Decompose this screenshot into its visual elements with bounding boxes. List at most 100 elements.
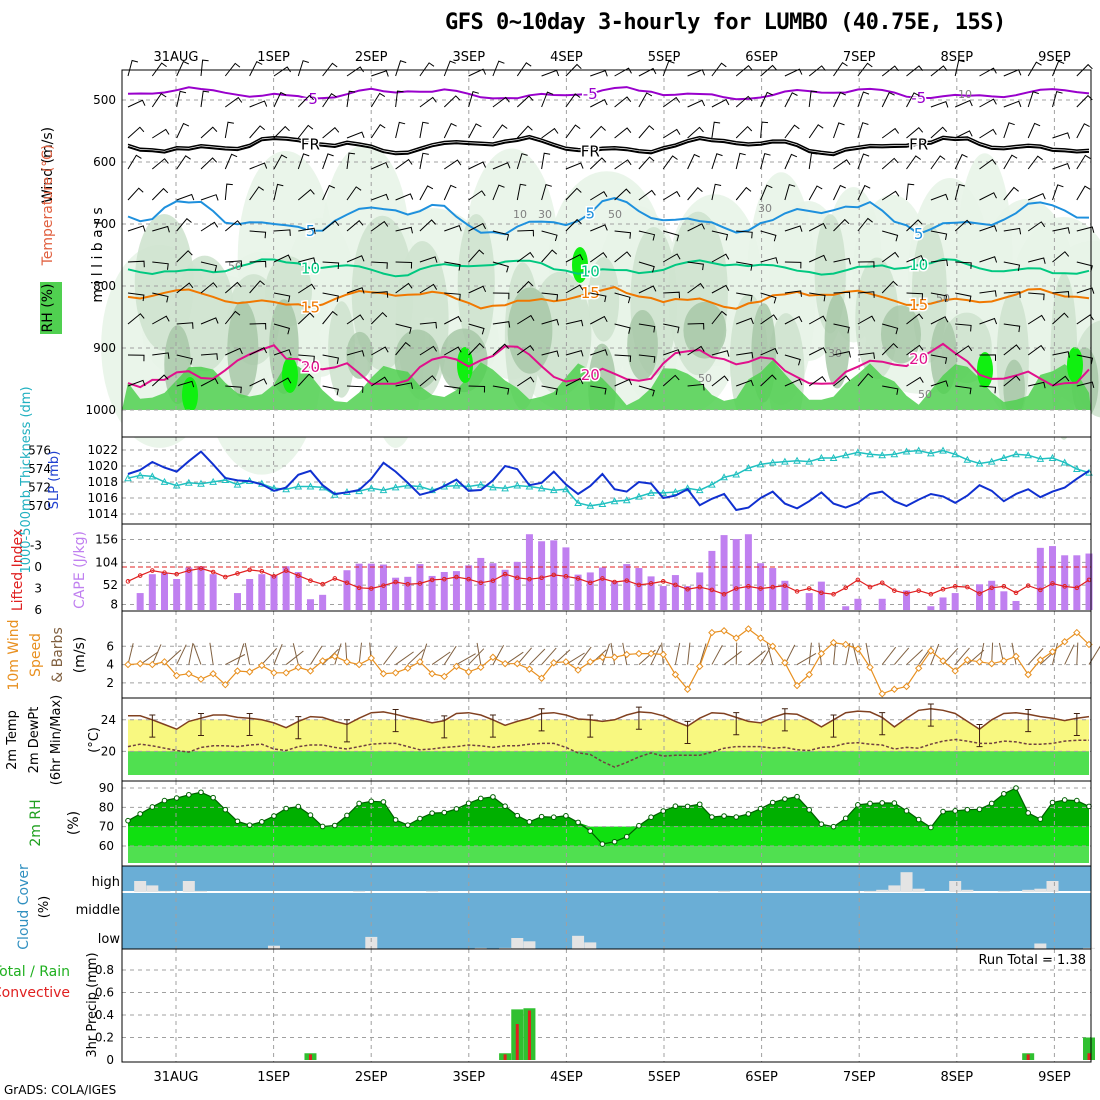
lifted-index-marker [490, 578, 496, 583]
rh-area [128, 788, 1089, 827]
wind-barb [955, 292, 972, 303]
wind-barb [979, 158, 997, 170]
bottom-date-label: 31AUG [153, 1070, 198, 1085]
rh-marker [307, 812, 314, 818]
wind-speed-marker [331, 652, 339, 661]
temp-minmax-bar [246, 712, 253, 737]
temp-minmax-bar [684, 720, 691, 744]
surface-wind-barb [273, 644, 283, 665]
wind-barb [881, 91, 895, 108]
cape-bar [574, 574, 582, 610]
slp-tick-label: 1016 [87, 491, 118, 505]
wind-barb [760, 184, 773, 201]
cape-bar [404, 576, 412, 610]
temp-minmax-bar [781, 708, 788, 732]
wind-barb [808, 315, 827, 325]
wind-barb [590, 99, 608, 108]
cape-bar [452, 571, 460, 610]
wind-barb [1028, 257, 1046, 264]
wind-barb [371, 376, 389, 387]
wind-barbs-axis-label: & Barbs [50, 627, 66, 683]
thickness-marker [1036, 454, 1045, 462]
lifted-index-marker [746, 584, 751, 589]
cloud-bar-low [1083, 947, 1095, 949]
wind-barb [176, 354, 193, 365]
thickness-marker [197, 479, 205, 487]
isotherm-label: 5 [914, 225, 924, 243]
wind-barb [784, 225, 803, 232]
wind-barb [1076, 185, 1091, 201]
wind-barb [857, 373, 874, 387]
wind-barb [298, 227, 316, 235]
lifted-index-marker [1013, 590, 1019, 596]
cape-bar [258, 574, 266, 610]
wind10m-panel-frame [121, 610, 1092, 699]
wind-barb [906, 155, 921, 170]
rh-marker [855, 802, 861, 808]
wind-barb [200, 90, 210, 108]
wind-barb [395, 158, 413, 170]
cape-bar [392, 577, 400, 610]
temp-minmax-bar [1073, 712, 1080, 737]
lifted-index-marker [454, 574, 459, 580]
wind-barb [784, 124, 800, 139]
wind-barb [273, 125, 290, 139]
cloud-bar-high [864, 890, 877, 892]
cape-axis-label: CAPE (J/kg) [72, 531, 88, 609]
wind-barb [444, 261, 461, 271]
wind-barb [297, 188, 315, 201]
pressure-axis-label: m i l l i b a r s [90, 207, 106, 302]
cape-bar [623, 564, 631, 610]
temp-minmax-bar [879, 712, 886, 736]
rh-marker [1025, 810, 1031, 816]
cloud-bar-high [158, 890, 171, 892]
rh-marker [636, 822, 642, 829]
wind-barb [444, 292, 461, 301]
wind-barb [662, 253, 681, 263]
wind-barb [273, 292, 291, 302]
rh-marker [684, 803, 691, 810]
rh-marker [648, 814, 654, 820]
thickness-marker [939, 446, 947, 454]
cape-bar [1036, 547, 1044, 610]
temp-axis-label: 2m Temp [5, 710, 20, 770]
lifted-index-marker [794, 589, 800, 594]
wind-speed-marker [842, 640, 850, 649]
wind-barb [979, 192, 997, 201]
wind-barb [979, 385, 997, 394]
cape-bar [720, 535, 728, 610]
wind-speed-marker [404, 664, 412, 672]
wind-barb [565, 378, 584, 387]
wind-barb [930, 380, 949, 387]
wind-speed-marker [744, 625, 753, 633]
rh-marker [514, 812, 521, 819]
rh-marker [940, 808, 946, 815]
surface-wind-barb [443, 645, 457, 665]
wind-barb [1052, 351, 1070, 358]
wind-barb [906, 292, 924, 300]
wind-barb [784, 354, 801, 366]
surface-wind-barb [833, 642, 837, 665]
wind-barb [1052, 132, 1071, 139]
cloud-bar-high [961, 889, 974, 892]
cloud-bar-high [949, 881, 962, 892]
wind-barb [127, 187, 144, 201]
cape-bar [525, 534, 533, 610]
cloud-bar-high [134, 881, 147, 892]
rh-marker [1074, 797, 1080, 804]
isotherm-label: -5 [303, 90, 318, 108]
wind-barb [590, 252, 608, 263]
wind-unit-label: (m/s) [72, 637, 88, 674]
wind-barb [833, 257, 851, 265]
rh-marker [733, 814, 740, 820]
wind-barb [1076, 287, 1095, 294]
wind-barb [784, 153, 798, 170]
wind-barb [1027, 221, 1046, 232]
wind-barb [760, 230, 777, 242]
wind-barb [371, 346, 389, 356]
cape-bar [1073, 555, 1081, 610]
precip-tick-label: 0.6 [95, 986, 114, 1000]
wind-barb [1027, 122, 1041, 139]
wind-barb [322, 62, 338, 77]
surface-wind-barb [766, 643, 774, 665]
